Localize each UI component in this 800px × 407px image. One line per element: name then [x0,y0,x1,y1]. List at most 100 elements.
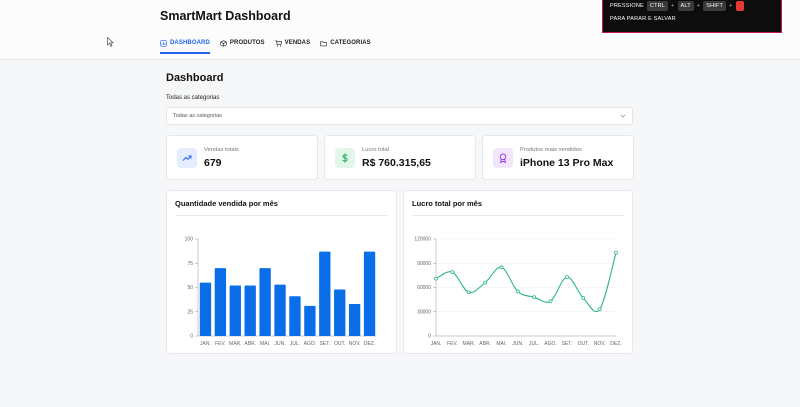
y-tick-label: 60000 [417,285,431,291]
stat-icon-box [493,148,513,168]
package-icon [220,39,227,47]
bar [363,251,376,336]
y-tick-label: 100 [185,237,194,243]
x-tick-label: JUN. [512,341,523,347]
x-tick-label: NOV. [349,341,361,347]
bar [304,305,316,336]
data-point [450,270,455,275]
y-tick-label: 120000 [414,237,431,243]
cart-icon [274,39,282,47]
stat-card-profit: Lucro total R$ 760.315,65 [324,135,476,180]
dashboard-icon [160,39,167,47]
tab-categorias[interactable]: CATEGORIAS [320,37,371,49]
bar [199,282,212,336]
x-tick-label: AGO. [304,341,317,347]
x-tick-label: JUL. [290,341,300,347]
stat-card-top-product: Produtos mais vendidos iPhone 13 Pro Max [482,135,634,180]
x-tick-label: NOV. [594,341,606,347]
recording-overlay: PRESSIONE CTRL + ALT + SHIFT + PARA PARA… [602,0,782,33]
chevron-down-icon [620,114,626,118]
plus-sign: + [729,3,733,9]
x-tick-label: OUT. [334,341,345,347]
data-point [434,276,438,281]
chart-card-quantity: Quantidade vendida por mês 0 25 50 75 100 JAN… [166,190,397,354]
key-alt: ALT [677,1,694,11]
category-select[interactable]: Todas as categorias [166,107,633,125]
key-stop [735,1,744,11]
mouse-cursor-icon [107,37,114,47]
divider [175,215,388,216]
y-tick-label: 90000 [417,261,431,267]
x-tick-label: MAI. [496,341,506,347]
data-point [597,307,602,312]
bar [319,251,331,336]
tab-produtos[interactable]: PRODUTOS [220,37,265,49]
data-point [483,280,487,285]
stat-card-sales: Vendas totais 679 [166,135,318,180]
data-point [515,289,520,294]
x-tick-label: DEZ. [610,341,621,347]
stat-label: Produtos mais vendidos [520,147,582,153]
key-ctrl: CTRL [646,1,669,11]
bar [348,303,361,336]
y-tick-label: 25 [187,309,193,315]
bar [214,268,227,336]
award-icon [499,153,507,163]
folder-icon [320,40,327,46]
x-tick-label: MAR. [229,341,242,347]
data-point [466,290,471,295]
data-point [581,296,586,300]
x-tick-label: JAN. [200,341,211,347]
recording-shortcut: PRESSIONE CTRL + ALT + SHIFT + [610,1,744,11]
app-title: SmartMart Dashboard [160,9,291,23]
tab-produtos-label: PRODUTOS [229,40,265,46]
stat-icon-box [335,148,355,168]
x-tick-label: AGO. [544,341,557,347]
plus-sign: + [671,3,675,9]
tab-categorias-label: CATEGORIAS [330,40,371,46]
series-line [435,252,617,313]
x-tick-label: SET. [320,341,331,347]
chart-title: Lucro total por mês [412,199,483,208]
bar [229,285,241,336]
category-select-value: Todas as categorias [173,113,222,119]
bar [259,268,271,336]
tab-vendas[interactable]: VENDAS [274,37,311,49]
data-point [532,295,537,300]
x-tick-label: JUN. [274,341,285,347]
page-title: Dashboard [166,72,224,84]
stat-value: 679 [204,157,222,169]
chart-card-profit: Lucro total por mês 0 30000 60000 90000 1200… [403,190,633,354]
stat-value: iPhone 13 Pro Max [520,157,614,169]
y-tick-label: 50 [187,285,193,291]
trending-up-icon [182,155,192,161]
y-tick-label: 0 [190,334,193,340]
line-chart: 0 30000 60000 90000 120000 JAN. FEV. MAR. ABR. MA… [414,237,621,347]
press-label: PRESSIONE [610,3,644,9]
chart-title: Quantidade vendida por mês [175,199,278,208]
bar [274,284,286,336]
stat-icon-box [177,148,197,168]
plus-sign: + [696,3,701,9]
x-tick-label: JAN. [431,341,442,347]
category-filter-label: Todas as categorias [166,95,220,101]
y-tick-label: 30000 [417,309,431,315]
x-tick-label: DEZ. [364,341,375,347]
tab-dashboard[interactable]: DASHBOARD [160,37,210,54]
x-tick-label: FEV. [447,341,458,347]
divider [412,215,624,216]
bar [244,285,256,336]
data-point [499,265,504,270]
bar [334,289,346,336]
main-nav: DASHBOARD PRODUTOS VENDAS CATEGORIAS [160,37,371,54]
data-point [565,275,569,279]
stat-label: Vendas totais [204,147,239,153]
x-tick-label: MAR. [462,341,475,347]
y-tick-label: 0 [428,334,431,340]
x-tick-label: JUL. [529,341,539,347]
stat-value: R$ 760.315,65 [362,157,431,169]
y-tick-label: 75 [187,261,193,267]
tab-vendas-label: VENDAS [284,40,311,46]
x-tick-label: MAI. [260,341,270,347]
x-tick-label: ABR. [479,341,491,347]
